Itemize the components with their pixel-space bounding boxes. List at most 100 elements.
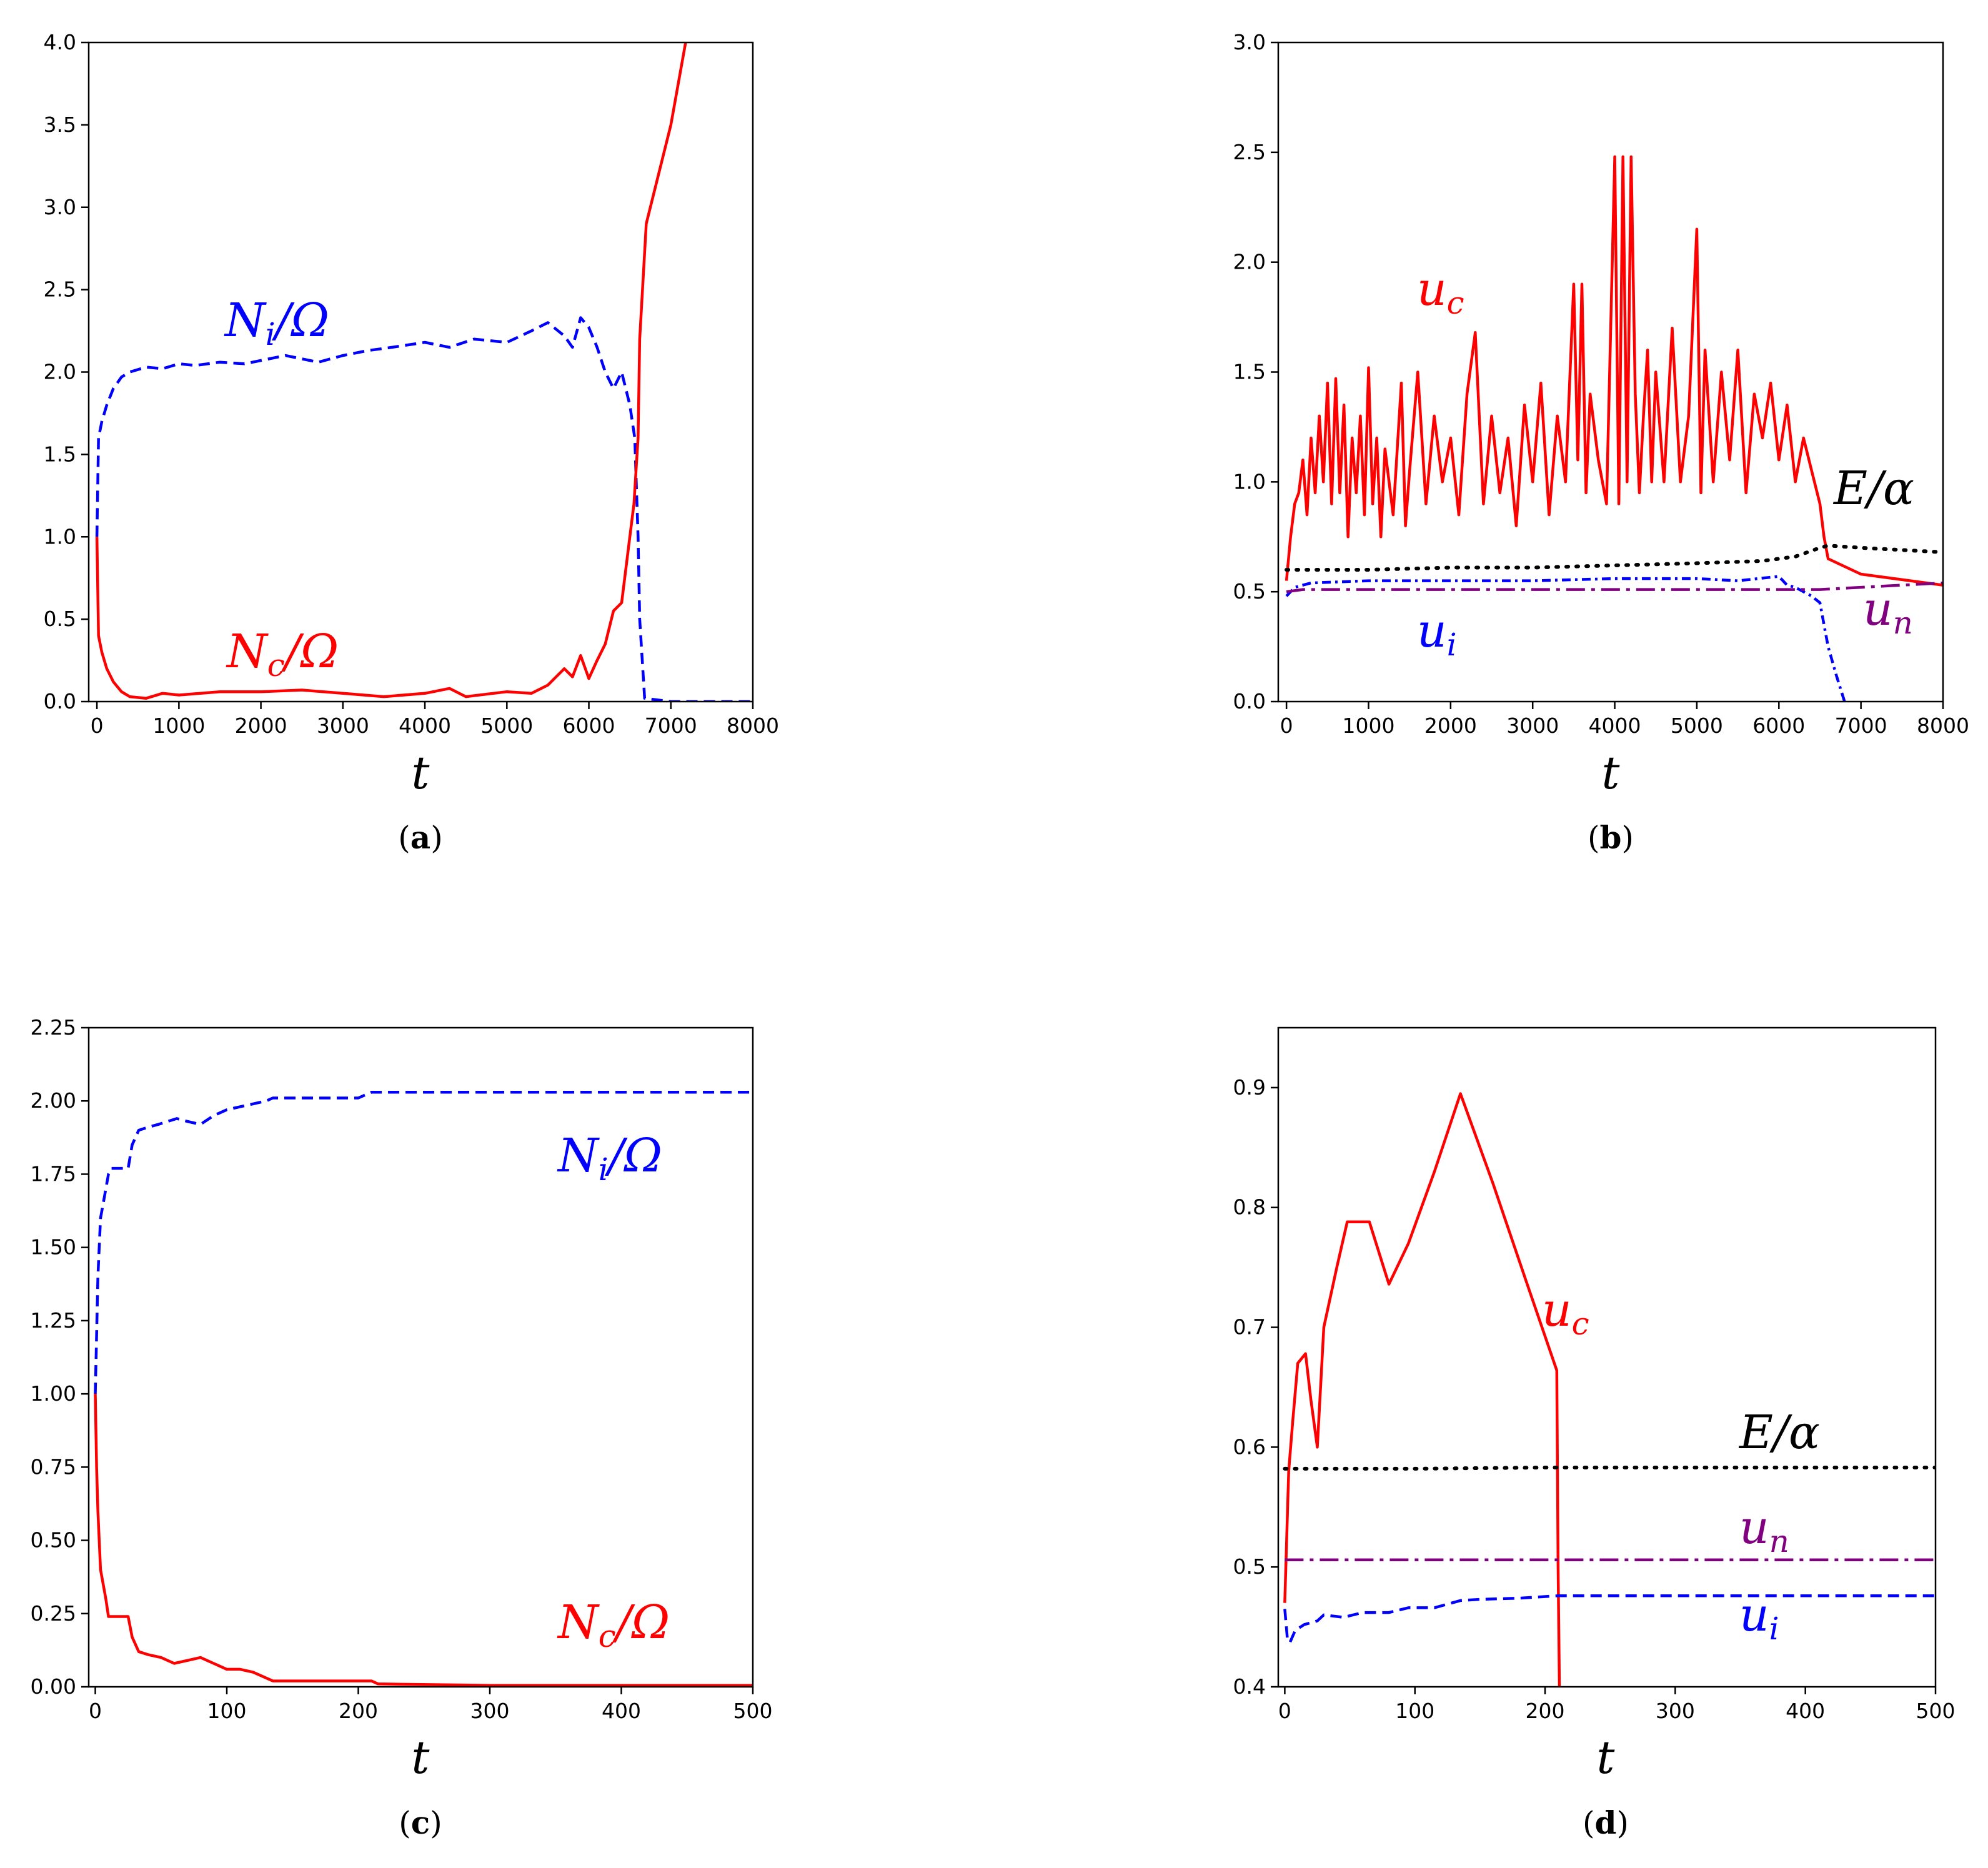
series-ui-line (1285, 575, 1846, 702)
series-annotation-ui: ui (1417, 604, 1457, 663)
x-tick-label: 500 (1916, 1699, 1956, 1723)
series-annotation-e: E/α (1738, 1406, 1820, 1459)
x-tick-label: 8000 (727, 713, 779, 738)
series-annotation-e: E/α (1832, 462, 1914, 515)
series-ui-line (1283, 1594, 1936, 1644)
y-tick-label: 0.4 (1233, 1674, 1266, 1699)
x-tick-label: 400 (602, 1699, 641, 1723)
y-tick-label: 0.0 (44, 689, 76, 713)
y-tick-label: 2.0 (44, 360, 76, 384)
x-axis-label: t (1597, 1731, 1616, 1784)
x-tick-label: 7000 (1835, 713, 1887, 738)
y-tick-label: 2.00 (31, 1088, 76, 1113)
x-axis-label: t (412, 1731, 430, 1784)
y-tick-label: 0.9 (1233, 1075, 1266, 1100)
chart-panel-3: 0 100 200 300 400 500 0.00 0.25 0.50 0.75 1.00 1.25… (31, 1015, 773, 1841)
y-tick-label: 0.7 (1233, 1315, 1266, 1339)
y-tick-label: 0.8 (1233, 1195, 1266, 1220)
x-tick-label: 300 (1656, 1699, 1695, 1723)
y-tick-label: 0.0 (1233, 689, 1266, 713)
panel-label: (c) (399, 1804, 442, 1841)
x-tick-label: 0 (1278, 1699, 1291, 1723)
series-annotation-uc: uc (1542, 1283, 1589, 1342)
y-tick-label: 2.25 (31, 1015, 76, 1040)
series-annotation-un: un (1739, 1501, 1789, 1559)
y-tick-label: 1.5 (44, 442, 76, 466)
x-tick-label: 4000 (1589, 713, 1641, 738)
y-tick-label: 0.50 (31, 1528, 76, 1553)
series-annotation-un: un (1863, 582, 1913, 641)
x-tick-label: 6000 (1752, 713, 1805, 738)
y-tick-label: 2.0 (1233, 250, 1266, 274)
x-tick-label: 2000 (235, 713, 287, 738)
x-tick-label: 2000 (1424, 713, 1477, 738)
series-uc-line (1285, 155, 1943, 587)
x-axis-label: t (412, 747, 430, 799)
series-annotation-uc: uc (1417, 262, 1464, 321)
x-tick-label: 4000 (399, 713, 451, 738)
x-tick-label: 0 (89, 1699, 102, 1723)
axes-frame (1277, 1026, 1937, 1688)
x-tick-label: 1000 (152, 713, 205, 738)
x-tick-label: 400 (1786, 1699, 1825, 1723)
series-e-line (1283, 1466, 1936, 1471)
x-tick-label: 3000 (317, 713, 369, 738)
x-tick-label: 500 (733, 1699, 773, 1723)
axes-frame (87, 1026, 754, 1688)
x-tick-label: 100 (1395, 1699, 1434, 1723)
series-nc-line (94, 1394, 753, 1687)
x-tick-label: 7000 (645, 713, 697, 738)
series-ni-line (94, 1090, 753, 1394)
x-tick-label: 1000 (1343, 713, 1395, 738)
x-tick-label: 200 (1526, 1699, 1565, 1723)
y-tick-label: 0.25 (31, 1601, 76, 1626)
x-tick-label: 6000 (563, 713, 615, 738)
y-tick-label: 0.5 (44, 607, 76, 631)
panel-label: (b) (1588, 819, 1634, 856)
y-tick-label: 1.25 (31, 1308, 76, 1333)
x-tick-label: 5000 (480, 713, 533, 738)
series-nc-line (95, 42, 687, 700)
y-tick-label: 1.5 (1233, 360, 1266, 384)
chart-panel-4: 0 100 200 300 400 500 0.4 0.5 0.6 0.7 0.8 0.9 t (d) uc… (1233, 1026, 1956, 1841)
x-tick-label: 200 (339, 1699, 378, 1723)
chart-panel-1: 0 1000 2000 3000 4000 5000 6000 7000 8000 0.0 0.5 1… (44, 30, 779, 856)
y-tick-label: 1.0 (1233, 469, 1266, 494)
series-annotation-nc: Nc/Ω (226, 625, 339, 683)
y-tick-label: 4.0 (44, 30, 76, 54)
y-tick-label: 0.5 (1233, 1554, 1266, 1579)
y-tick-label: 3.5 (44, 112, 76, 137)
y-tick-label: 0.5 (1233, 579, 1266, 604)
y-tick-label: 2.5 (1233, 140, 1266, 164)
panel-label: (a) (398, 819, 442, 856)
chart-panel-2: 0 1000 2000 3000 4000 5000 6000 7000 8000 0.0 0.5 1… (1233, 30, 1969, 856)
y-tick-label: 0.00 (31, 1674, 76, 1699)
x-tick-label: 3000 (1506, 713, 1559, 738)
series-e-line (1285, 544, 1943, 572)
x-tick-label: 8000 (1917, 713, 1969, 738)
series-uc-line (1283, 1092, 1561, 1687)
x-axis-label: t (1602, 747, 1621, 799)
y-tick-label: 3.0 (44, 195, 76, 219)
y-tick-label: 2.5 (44, 277, 76, 302)
series-ni-line (95, 316, 753, 702)
x-tick-label: 0 (1280, 713, 1293, 738)
series-annotation-ni: Ni/Ω (224, 294, 329, 352)
y-tick-label: 1.50 (31, 1235, 76, 1259)
x-tick-label: 5000 (1671, 713, 1723, 738)
y-tick-label: 1.75 (31, 1161, 76, 1186)
x-tick-label: 300 (470, 1699, 510, 1723)
series-un-line (1286, 581, 1943, 594)
series-annotation-ui: ui (1739, 1588, 1779, 1647)
y-tick-label: 0.75 (31, 1454, 76, 1479)
panel-label: (d) (1583, 1804, 1629, 1841)
series-annotation-nc: Nc/Ω (557, 1596, 670, 1654)
y-tick-label: 1.0 (44, 524, 76, 549)
y-tick-label: 1.00 (31, 1381, 76, 1406)
x-tick-label: 100 (207, 1699, 247, 1723)
y-tick-label: 0.6 (1233, 1434, 1266, 1459)
y-tick-label: 3.0 (1233, 30, 1266, 54)
x-tick-label: 0 (91, 713, 104, 738)
